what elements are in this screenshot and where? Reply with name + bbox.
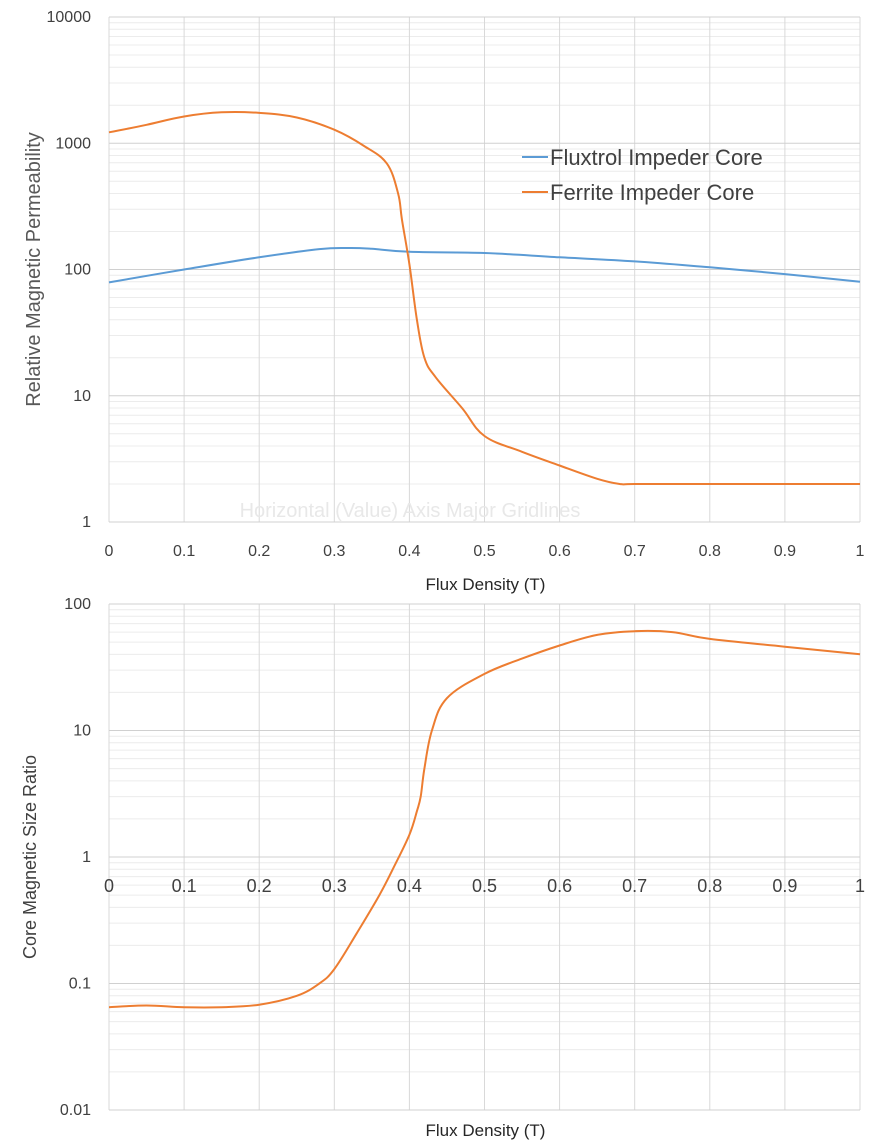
chart-panel-2: 0.01 0.1 1 10 100 0 0.1 0.2 0.3 0.4 0.5 0.6 0.7 0.8 0.…: [20, 596, 865, 1140]
ghost-gridline-label: Horizontal (Value) Axis Major Gridlines: [240, 500, 581, 522]
series-line-1: [108, 246, 861, 284]
y-tick-label: 10: [73, 723, 91, 740]
x-tick-label: 0.3: [322, 876, 347, 896]
y-axis-title: Relative Magnetic Permeability: [23, 132, 45, 407]
x-tick-label: 0.5: [473, 543, 495, 560]
x-tick-label: 0.9: [772, 876, 797, 896]
legend-entry-label: Ferrite Impeder Core: [550, 180, 754, 205]
y-tick-label: 10: [73, 388, 91, 405]
gridlines: [108, 603, 861, 1111]
y-tick-label: 0.01: [60, 1102, 91, 1119]
y-axis-title: Core Magnetic Size Ratio: [20, 755, 40, 959]
x-tick-label: 0.8: [697, 876, 722, 896]
series-line-2: [108, 110, 860, 486]
y-tick-label: 0.1: [69, 976, 91, 993]
legend-entry-label: Fluxtrol Impeder Core: [550, 145, 763, 170]
x-tick-label: 0.4: [397, 876, 422, 896]
y-tick-label: 1: [82, 849, 91, 866]
y-tick-label: 10000: [47, 9, 92, 26]
x-tick-label: 1: [855, 876, 865, 896]
x-tick-label: 0: [105, 543, 114, 560]
series-line-1: [108, 629, 861, 1009]
x-tick-label: 0.1: [172, 876, 197, 896]
x-tick-label: 0.8: [699, 543, 721, 560]
x-tick-label: 0.7: [624, 543, 646, 560]
chart-panel-1: Horizontal (Value) Axis Major Gridlines 1…: [23, 9, 865, 594]
x-tick-label: 0: [104, 876, 114, 896]
x-axis-title: Flux Density (T): [426, 575, 546, 594]
y-tick-label: 1000: [55, 135, 91, 152]
x-tick-label: 0.4: [398, 543, 420, 560]
x-tick-label: 1: [856, 543, 865, 560]
legend: Fluxtrol Impeder Core Ferrite Impeder Cor…: [522, 145, 763, 205]
x-tick-label: 0.5: [472, 876, 497, 896]
x-tick-label: 0.2: [248, 543, 270, 560]
y-tick-label: 1: [82, 514, 91, 531]
x-tick-label: 0.3: [323, 543, 345, 560]
y-tick-label: 100: [64, 262, 91, 279]
x-tick-label: 0.9: [774, 543, 796, 560]
gridlines: [108, 16, 861, 523]
x-tick-label: 0.1: [173, 543, 195, 560]
x-tick-label: 0.6: [547, 876, 572, 896]
x-tick-label: 0.2: [247, 876, 272, 896]
x-tick-label: 0.6: [548, 543, 570, 560]
x-tick-label: 0.7: [622, 876, 647, 896]
x-axis-title: Flux Density (T): [426, 1121, 546, 1140]
y-tick-label: 100: [64, 596, 91, 613]
